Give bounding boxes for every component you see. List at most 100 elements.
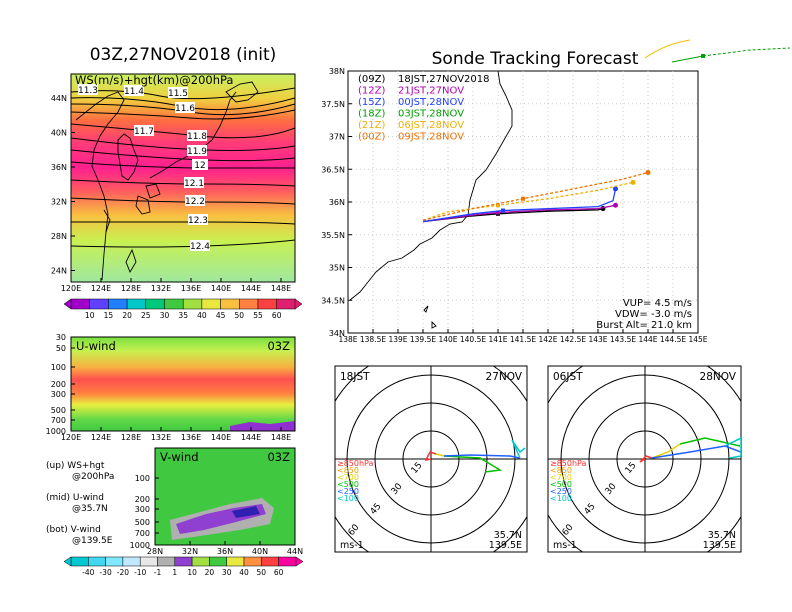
ws-lon-tick-7: 148E [271,284,291,293]
ws-cb-box-3 [126,298,147,310]
ws-cb-tick-10: 60 [272,311,282,320]
ws-cb-tick-0: 10 [85,311,95,320]
track-mark-2 [501,208,505,213]
u-p-tick-0: 30 [56,333,66,342]
map-lon-ticks: 138E 138.5E 139E 139.5E 140E 140.5E 141E 141.5E… [338,329,708,344]
hodo-right-level-4: <250 [550,487,572,496]
v-lat-tick-1: 32N [182,547,198,556]
v-cb-tick-3: -10 [134,568,146,577]
svg-text:12.2: 12.2 [185,197,205,207]
ws-lon-tick-3: 132E [151,284,171,293]
hodo-left-lat: 35.7N [494,530,522,541]
note-mid-b: @35.7N [72,504,108,514]
legend-z-1: (12Z) [358,86,385,97]
track-end-3 [630,179,636,185]
map-lat-tick-1: 37.5N [321,100,345,109]
ws-lon-tick-4: 136E [181,284,201,293]
map-lon-tick-1: 138.5E [360,335,386,344]
hodo-right-lat: 35.7N [708,530,736,541]
v-cb-box-3 [122,556,141,567]
u-p-tick-5: 500 [51,406,66,415]
ws-lat-tick-4: 28N [51,232,67,241]
track-end-4 [645,170,651,176]
v-lat-tick-3: 40N [252,547,268,556]
ws-cb-tick-9: 55 [253,311,263,320]
map-lon-tick-6: 141E [488,335,507,344]
ws-cb-arrow-right [294,298,303,310]
ws-cb-tick-8: 50 [235,311,245,320]
v-cb-box-6 [174,556,193,567]
contour-label-2: 11.5 [168,87,188,99]
ws-cb-tick-2: 20 [122,311,132,320]
v-cb-box-1 [88,556,106,567]
v-cb-box-12 [278,556,297,567]
svg-text:11.7: 11.7 [134,127,154,137]
v-cb-tick-5: 1 [172,568,177,577]
hodo-right-lon: 139.5E [703,540,736,551]
track-2 [422,188,617,223]
map-lat-tick-5: 35.5N [321,231,345,240]
svg-text:11.3: 11.3 [78,86,98,96]
ws-cb-box-6 [182,298,203,310]
map-lon-tick-12: 144E [638,335,657,344]
ws-cb-box-4 [145,298,165,310]
hodo-left-trace [424,439,526,473]
map-lat-tick-0: 38N [329,67,345,76]
ws-cb-tick-1: 15 [104,311,114,320]
v-cb-tick-1: -30 [99,568,111,577]
map-lon-tick-5: 140.5E [460,335,486,344]
hodo-left-level-5: <100 [337,494,359,503]
info-vup: VUP= 4.5 m/s [623,298,692,309]
map-lon-tick-7: 141.5E [510,335,536,344]
note-up-b: @200hPa [72,472,114,482]
track-3 [422,181,634,221]
legend-z-4: (21Z) [358,120,385,131]
svg-text:11.9: 11.9 [187,147,207,157]
ws-lon-tick-2: 128E [121,284,141,293]
hodo-left-level-1: <850 [337,466,359,475]
svg-text:12.1: 12.1 [184,179,204,189]
legend-t-3: 03JST,28NOV [398,109,464,120]
ws-cb-tick-7: 45 [216,311,226,320]
left-title: 03Z,27NOV2018 (init) [90,45,277,65]
hodo-left-lon: 139.5E [489,540,522,551]
legend-z-0: (09Z) [358,74,385,85]
v-cb-tick-8: 30 [222,568,232,577]
contour-label-7: 12 [192,159,208,171]
hodo-left-level-0: ≥850hPa [337,459,374,468]
u-wind-purple-patch [230,421,295,431]
ws-frame [70,73,296,283]
legend-t-0: 18JST,27NOV2018 [398,74,490,85]
hodograph-left: 15 30 45 60 18JST 27NOV 35.7N 139.5E ms-… [334,365,528,553]
ws-lon-ticks: 120E 124E 128E 132E 136E 140E 144E 148E [61,278,291,293]
contour-label-1: 11.4 [124,85,144,97]
legend-z-5: (00Z) [358,132,385,143]
map-lon-tick-14: 145E [688,335,707,344]
track-mark-4 [521,196,525,201]
hodo-left-time: 18JST [340,371,370,383]
v-cb-box-11 [261,556,279,567]
u-lon-tick-4: 136E [181,433,201,442]
right-title: Sonde Tracking Forecast [432,49,639,69]
ws-lat-tick-2: 36N [51,163,67,172]
ws-cb-box-9 [239,298,259,310]
v-cb-tick-0: -40 [82,568,94,577]
ws-lat-tick-3: 32N [51,198,67,207]
u-wind-label: U-wind [76,339,116,353]
map-lon-tick-8: 142E [538,335,557,344]
ws-cb-box-0 [70,298,90,310]
u-p-tick-7: 1000 [46,427,66,436]
u-lon-tick-3: 132E [151,433,171,442]
contour-labels: 11.3 11.4 11.5 11.6 11.7 11.8 11.9 12 12… [78,84,210,252]
v-cb-box-5 [157,556,176,567]
legend-t-2: 00JST,28NOV [398,97,464,108]
v-p-tick-2: 300 [135,505,150,514]
contour-label-10: 12.3 [188,214,208,226]
contour-label-3: 11.6 [175,102,195,114]
ws-hgt-panel: 11.3 11.4 11.5 11.6 11.7 11.8 11.9 12 12… [51,73,296,293]
hodo-left-unit: ms-1 [340,540,364,551]
u-p-tick-6: 700 [51,416,66,425]
svg-text:12.4: 12.4 [190,242,210,252]
